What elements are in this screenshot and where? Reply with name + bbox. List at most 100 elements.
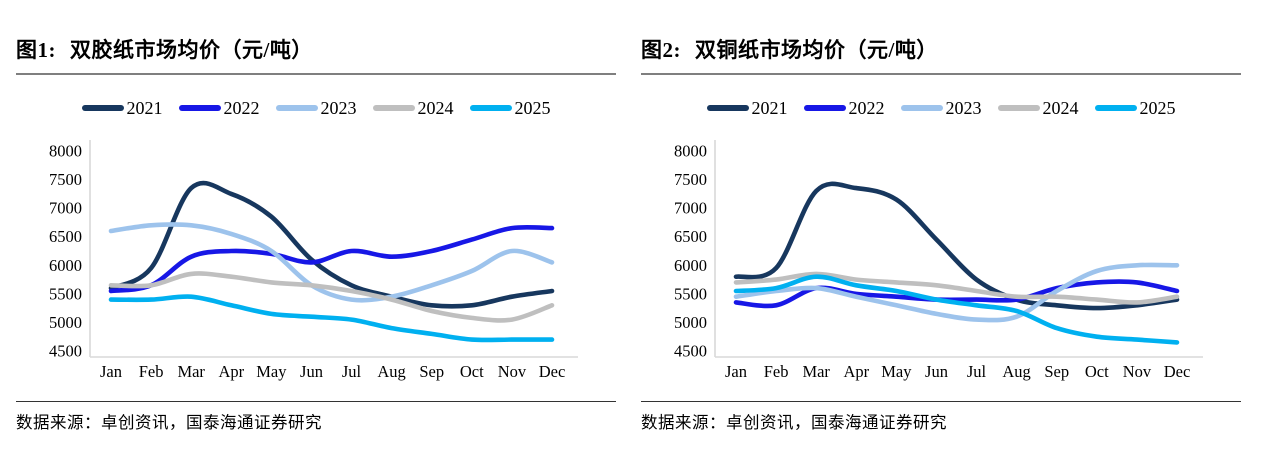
figure-2-source-note: 数据来源：卓创资讯，国泰海通证券研究 (641, 401, 1241, 433)
series-line-2021 (733, 181, 1180, 311)
axes (714, 140, 1203, 358)
series-line-2023 (733, 262, 1180, 323)
x-tick-Feb: Feb (139, 362, 164, 381)
legend-item-2023: 2023 (900, 97, 982, 119)
legend-item-2022: 2022 (803, 97, 885, 119)
legend-swatch-2023 (275, 105, 318, 111)
x-tick-Feb: Feb (764, 362, 789, 381)
y-tick-5500: 5500 (674, 284, 707, 303)
x-tick-Nov: Nov (1123, 362, 1152, 381)
figure-1-legend: 2021 2022 2023 2024 2025 (16, 95, 616, 121)
legend-label-2023: 2023 (320, 97, 357, 118)
legend-swatch-2024 (997, 105, 1040, 111)
figure-1-label: 图1: (16, 38, 56, 62)
figure-1-source-text: 数据来源：卓创资讯，国泰海通证券研究 (16, 413, 322, 432)
y-tick-5000: 5000 (674, 313, 707, 332)
y-tick-6500: 6500 (674, 227, 707, 246)
x-tick-Jul: Jul (342, 362, 362, 381)
x-tick-Sep: Sep (419, 362, 444, 381)
y-axis-labels: 8000 7500 7000 6500 6000 5500 5000 4500 (674, 142, 707, 361)
legend-swatch-2021 (706, 105, 749, 111)
legend-label-2021: 2021 (126, 97, 163, 118)
series-line-2023 (108, 222, 555, 303)
legend-swatch-2025 (1094, 105, 1137, 111)
legend-label-2023: 2023 (945, 97, 982, 118)
x-tick-Jun: Jun (925, 362, 948, 381)
figure-2-legend: 2021 2022 2023 2024 2025 (641, 95, 1241, 121)
x-tick-May: May (881, 362, 912, 381)
y-tick-6000: 6000 (674, 256, 707, 275)
y-tick-8000: 8000 (49, 142, 82, 161)
series-line-2025 (733, 274, 1180, 345)
report-figures-row: 图1: 双胶纸市场均价（元/吨） 2021 2022 2023 2024 2025 800… (16, 34, 1241, 433)
series-line-2024 (733, 271, 1180, 305)
x-tick-Dec: Dec (1164, 362, 1191, 381)
legend-item-2024: 2024 (372, 97, 454, 119)
y-tick-4500: 4500 (49, 342, 82, 361)
legend-swatch-2021 (81, 105, 124, 111)
x-tick-Aug: Aug (377, 362, 405, 381)
figure-2-label: 图2: (641, 38, 681, 62)
y-tick-7000: 7000 (674, 199, 707, 218)
series-line-2022 (108, 224, 555, 294)
x-tick-May: May (256, 362, 287, 381)
figure-2-title-text: 双铜纸市场均价（元/吨） (695, 38, 938, 62)
axes (89, 140, 578, 358)
legend-swatch-2022 (803, 105, 846, 111)
x-tick-Sep: Sep (1044, 362, 1069, 381)
y-tick-7500: 7500 (49, 170, 82, 189)
y-tick-5000: 5000 (49, 313, 82, 332)
y-tick-5500: 5500 (49, 284, 82, 303)
figure-2-panel: 图2: 双铜纸市场均价（元/吨） 2021 2022 2023 2024 2025 800… (641, 34, 1241, 433)
x-tick-Jun: Jun (300, 362, 323, 381)
figure-1-line-chart: 8000 7500 7000 6500 6000 5500 5000 4500 Jan Feb Ma… (49, 140, 578, 381)
y-tick-6500: 6500 (49, 227, 82, 246)
figure-1-panel: 图1: 双胶纸市场均价（元/吨） 2021 2022 2023 2024 2025 800… (16, 34, 616, 433)
legend-swatch-2025 (469, 105, 512, 111)
x-tick-Mar: Mar (802, 362, 830, 381)
x-tick-Oct: Oct (460, 362, 484, 381)
y-tick-7000: 7000 (49, 199, 82, 218)
y-tick-4500: 4500 (674, 342, 707, 361)
legend-item-2023: 2023 (275, 97, 357, 119)
figure-1-title: 图1: 双胶纸市场均价（元/吨） (16, 34, 616, 75)
x-tick-Nov: Nov (498, 362, 527, 381)
legend-item-2021: 2021 (706, 97, 788, 119)
legend-label-2024: 2024 (417, 97, 454, 118)
legend-item-2021: 2021 (81, 97, 163, 119)
legend-swatch-2024 (372, 105, 415, 111)
y-tick-7500: 7500 (674, 170, 707, 189)
figure-1-title-text: 双胶纸市场均价（元/吨） (70, 38, 313, 62)
series-line-2021 (108, 180, 555, 309)
legend-item-2024: 2024 (997, 97, 1079, 119)
legend-label-2024: 2024 (1042, 97, 1079, 118)
x-tick-Apr: Apr (218, 362, 244, 381)
x-axis-labels: Jan Feb Mar Apr May Jun Jul Aug Sep Oct Nov Dec (725, 362, 1190, 381)
x-tick-Oct: Oct (1085, 362, 1109, 381)
x-tick-Jan: Jan (100, 362, 122, 381)
series-line-2024 (108, 271, 555, 323)
x-tick-Dec: Dec (539, 362, 566, 381)
legend-label-2022: 2022 (848, 97, 885, 118)
legend-label-2021: 2021 (751, 97, 788, 118)
series-line-2025 (108, 294, 555, 343)
legend-item-2025: 2025 (1094, 97, 1176, 119)
legend-label-2025: 2025 (1139, 97, 1176, 118)
legend-swatch-2023 (900, 105, 943, 111)
x-axis-labels: Jan Feb Mar Apr May Jun Jul Aug Sep Oct Nov Dec (100, 362, 565, 381)
x-tick-Mar: Mar (177, 362, 205, 381)
figure-2-source-text: 数据来源：卓创资讯，国泰海通证券研究 (641, 413, 947, 432)
legend-label-2022: 2022 (223, 97, 260, 118)
legend-item-2025: 2025 (469, 97, 551, 119)
legend-label-2025: 2025 (514, 97, 551, 118)
x-tick-Jul: Jul (967, 362, 987, 381)
figure-2-title: 图2: 双铜纸市场均价（元/吨） (641, 34, 1241, 75)
y-axis-labels: 8000 7500 7000 6500 6000 5500 5000 4500 (49, 142, 82, 361)
x-tick-Apr: Apr (843, 362, 869, 381)
legend-item-2022: 2022 (178, 97, 260, 119)
y-tick-6000: 6000 (49, 256, 82, 275)
x-tick-Jan: Jan (725, 362, 747, 381)
x-tick-Aug: Aug (1002, 362, 1030, 381)
figure-2-line-chart: 8000 7500 7000 6500 6000 5500 5000 4500 Jan Feb Ma… (674, 140, 1203, 381)
legend-swatch-2022 (178, 105, 221, 111)
